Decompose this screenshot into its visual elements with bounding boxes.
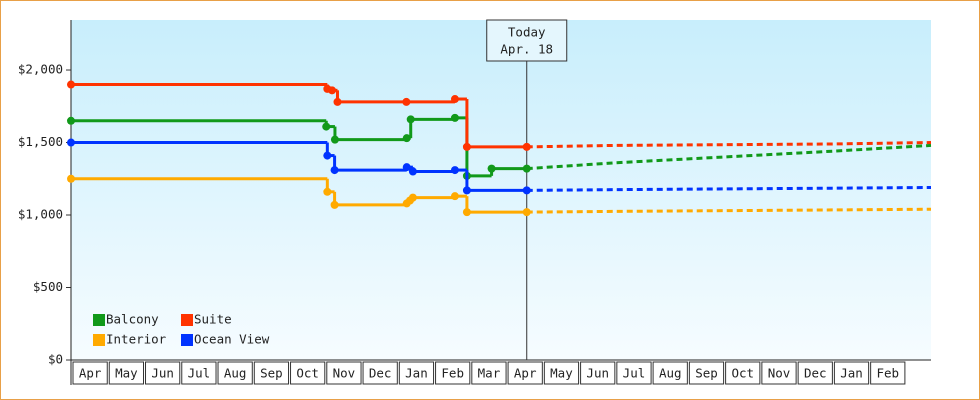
x-tick-label: May [550,366,573,381]
point [462,186,471,195]
point [522,208,531,217]
point [487,164,496,173]
today-box [486,19,568,62]
point [322,122,331,131]
legend-swatch [93,314,105,326]
series [67,80,932,151]
x-tick-label: Jan [840,366,863,381]
month-box [652,361,688,385]
month-box [870,361,906,385]
point [402,163,411,172]
x-tick-label: Jan [405,366,428,381]
x-tick-label: Sep [695,366,718,381]
month-box [253,361,290,385]
point [522,164,531,173]
y-tick-label: $1,500 [18,134,63,149]
point [323,151,332,160]
x-tick-label: Dec [369,366,392,381]
x-tick-label: Aug [224,366,247,381]
month-box [145,361,181,385]
x-tick-label: Jun [586,366,609,381]
x-tick-label: Nov [333,366,356,381]
point [406,115,415,124]
month-box [507,361,543,385]
point [402,134,411,143]
month-box [725,361,761,385]
x-tick-label: Sep [260,366,283,381]
month-box [797,361,833,385]
series [67,174,932,217]
month-box [688,361,725,385]
today-date: Apr. 18 [500,42,553,57]
point [323,187,332,196]
month-box [326,361,362,385]
month-box [290,361,326,385]
legend-swatch [181,334,193,346]
y-tick-label: $1,000 [18,207,63,222]
legend-label: Balcony [106,312,159,327]
point [450,166,459,175]
point [462,142,471,151]
point [67,80,75,89]
x-tick-label: Aug [659,366,682,381]
x-tick-label: Apr [514,366,537,381]
month-box [580,361,616,385]
x-tick-label: Oct [731,366,754,381]
month-box [217,361,253,385]
x-tick-label: Jul [623,366,646,381]
month-box [398,361,435,385]
month-box [543,361,580,385]
y-tick-label: $0 [48,352,63,367]
point [330,135,339,144]
x-tick-label: Dec [804,366,827,381]
point [330,200,339,209]
point [67,138,75,147]
month-box [471,361,507,385]
month-box [181,361,217,385]
x-tick-label: Feb [876,366,899,381]
x-tick-label: Oct [296,366,319,381]
month-box [616,361,652,385]
today-label: Today [508,25,546,40]
legend-label: Interior [106,332,167,347]
legend-label: Ocean View [194,332,270,347]
month-box [72,361,108,385]
x-tick-label: Apr [79,366,102,381]
point [408,193,417,202]
x-tick-label: May [115,366,138,381]
month-box [108,361,145,385]
x-tick-label: Jun [151,366,174,381]
point [333,97,342,106]
point [402,97,411,106]
point [328,86,337,95]
point [408,167,417,176]
point [330,166,339,175]
x-tick-label: Nov [768,366,791,381]
point [450,192,459,201]
month-box [761,361,797,385]
x-tick-label: Mar [478,366,501,381]
x-tick-label: Jul [188,366,211,381]
month-box [362,361,398,385]
point [450,113,459,122]
legend-label: Suite [194,312,232,327]
y-tick-label: $2,000 [18,62,63,77]
legend-swatch [181,314,193,326]
series [67,138,932,195]
y-tick-label: $500 [33,279,63,294]
point [462,208,471,217]
point [522,142,531,151]
legend-swatch [93,334,105,346]
month-box [833,361,870,385]
x-tick-label: Feb [441,366,464,381]
point [67,174,75,183]
point [522,186,531,195]
point [67,116,75,125]
month-box [435,361,471,385]
point [450,95,459,104]
